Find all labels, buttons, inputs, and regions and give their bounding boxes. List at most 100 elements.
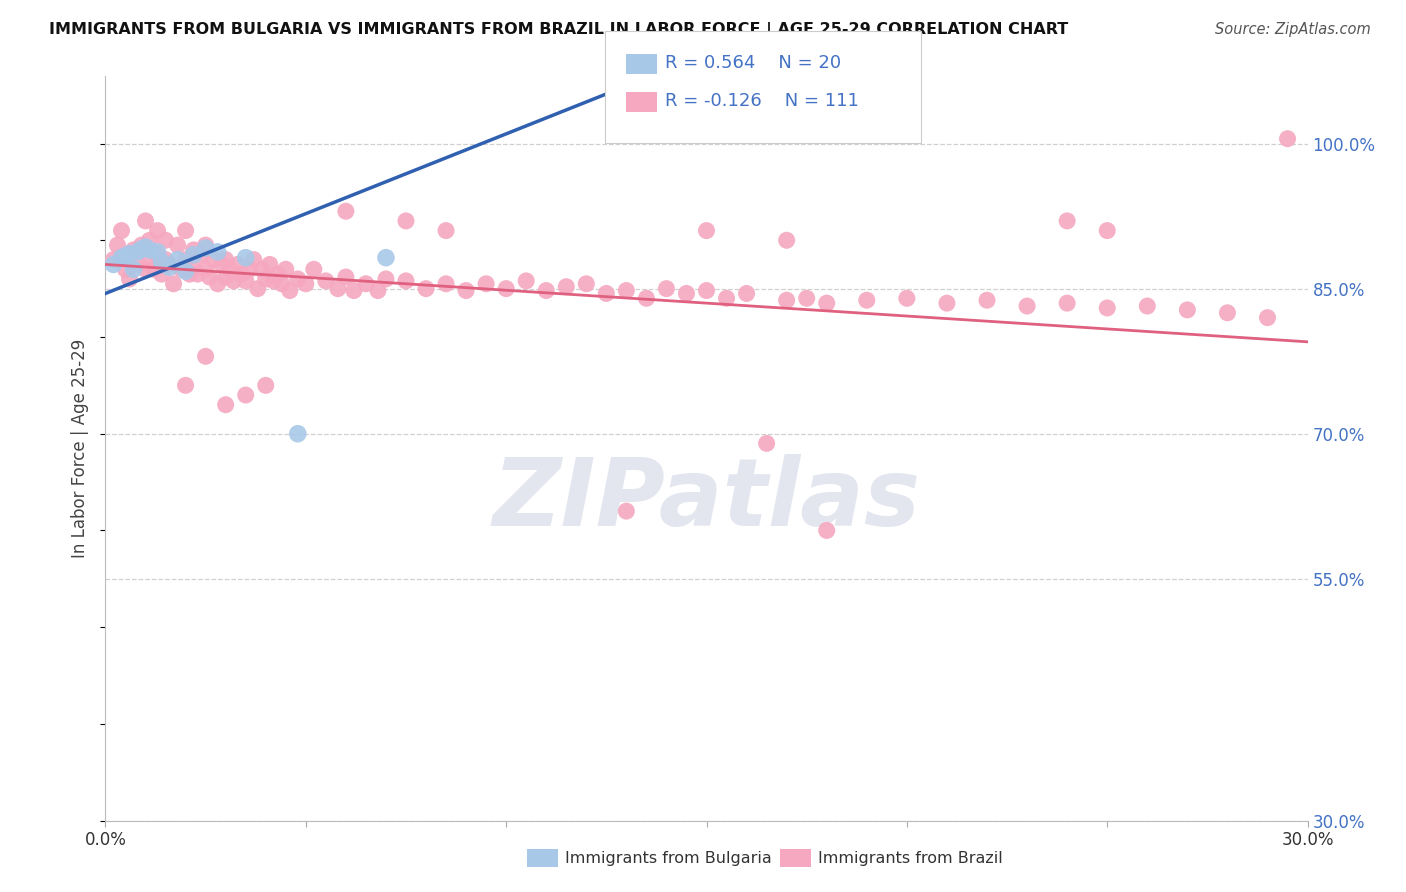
- Point: [214, 252, 236, 267]
- Point: [495, 282, 517, 296]
- Point: [367, 284, 389, 298]
- Point: [146, 224, 169, 238]
- Point: [254, 378, 277, 392]
- Point: [616, 504, 638, 518]
- Point: [375, 272, 398, 286]
- Point: [1277, 131, 1299, 145]
- Text: IMMIGRANTS FROM BULGARIA VS IMMIGRANTS FROM BRAZIL IN LABOR FORCE | AGE 25-29 CO: IMMIGRANTS FROM BULGARIA VS IMMIGRANTS F…: [49, 22, 1069, 38]
- Point: [278, 284, 301, 298]
- Point: [575, 277, 598, 291]
- Point: [162, 277, 184, 291]
- Point: [174, 378, 197, 392]
- Point: [138, 233, 160, 247]
- Point: [246, 282, 269, 296]
- Point: [135, 262, 157, 277]
- Point: [170, 262, 193, 277]
- Point: [254, 272, 277, 286]
- Point: [114, 262, 136, 277]
- Y-axis label: In Labor Force | Age 25-29: In Labor Force | Age 25-29: [72, 339, 90, 558]
- Point: [343, 284, 366, 298]
- Point: [815, 524, 838, 538]
- Point: [274, 262, 297, 277]
- Point: [716, 291, 738, 305]
- Point: [936, 296, 959, 310]
- Point: [655, 282, 678, 296]
- Point: [270, 277, 292, 291]
- Point: [855, 293, 877, 308]
- Point: [1216, 306, 1239, 320]
- Point: [135, 240, 157, 254]
- Point: [150, 267, 173, 281]
- Point: [146, 248, 169, 262]
- Point: [174, 252, 197, 267]
- Text: Source: ZipAtlas.com: Source: ZipAtlas.com: [1215, 22, 1371, 37]
- Point: [326, 282, 349, 296]
- Point: [456, 284, 478, 298]
- Point: [174, 264, 197, 278]
- Point: [166, 238, 188, 252]
- Point: [183, 262, 205, 277]
- Point: [395, 274, 418, 288]
- Point: [555, 279, 578, 293]
- Point: [1136, 299, 1159, 313]
- Point: [250, 262, 273, 277]
- Point: [515, 274, 537, 288]
- Point: [183, 248, 205, 262]
- Text: Immigrants from Brazil: Immigrants from Brazil: [818, 851, 1002, 865]
- Point: [696, 224, 718, 238]
- Point: [1097, 224, 1119, 238]
- Point: [675, 286, 697, 301]
- Point: [155, 233, 177, 247]
- Point: [135, 214, 157, 228]
- Point: [218, 262, 240, 277]
- Point: [235, 251, 257, 265]
- Point: [235, 388, 257, 402]
- Point: [242, 252, 264, 267]
- Point: [315, 274, 337, 288]
- Point: [127, 257, 149, 271]
- Point: [194, 262, 217, 277]
- Point: [896, 291, 918, 305]
- Point: [211, 257, 233, 271]
- Point: [107, 238, 129, 252]
- Point: [207, 244, 229, 259]
- Point: [202, 252, 225, 267]
- Point: [1257, 310, 1279, 325]
- Point: [976, 293, 998, 308]
- Point: [259, 257, 281, 271]
- Point: [434, 224, 457, 238]
- Point: [194, 238, 217, 252]
- Point: [415, 282, 437, 296]
- Point: [239, 262, 262, 277]
- Point: [302, 262, 325, 277]
- Point: [796, 291, 818, 305]
- Point: [375, 251, 398, 265]
- Point: [1017, 299, 1039, 313]
- Point: [103, 257, 125, 271]
- Point: [226, 257, 249, 271]
- Point: [114, 249, 136, 263]
- Point: [190, 248, 212, 262]
- Text: ZIPatlas: ZIPatlas: [492, 454, 921, 547]
- Point: [263, 274, 285, 288]
- Point: [395, 214, 418, 228]
- Point: [150, 254, 173, 268]
- Text: R = -0.126    N = 111: R = -0.126 N = 111: [665, 92, 859, 110]
- Point: [110, 251, 132, 265]
- Point: [103, 252, 125, 267]
- Point: [735, 286, 758, 301]
- Point: [131, 242, 153, 256]
- Point: [475, 277, 498, 291]
- Point: [207, 277, 229, 291]
- Point: [1056, 214, 1078, 228]
- Point: [616, 284, 638, 298]
- Point: [231, 267, 253, 281]
- Point: [110, 224, 132, 238]
- Point: [776, 293, 799, 308]
- Point: [636, 291, 658, 305]
- Point: [214, 398, 236, 412]
- Point: [194, 349, 217, 363]
- Point: [354, 277, 377, 291]
- Point: [222, 274, 245, 288]
- Point: [434, 277, 457, 291]
